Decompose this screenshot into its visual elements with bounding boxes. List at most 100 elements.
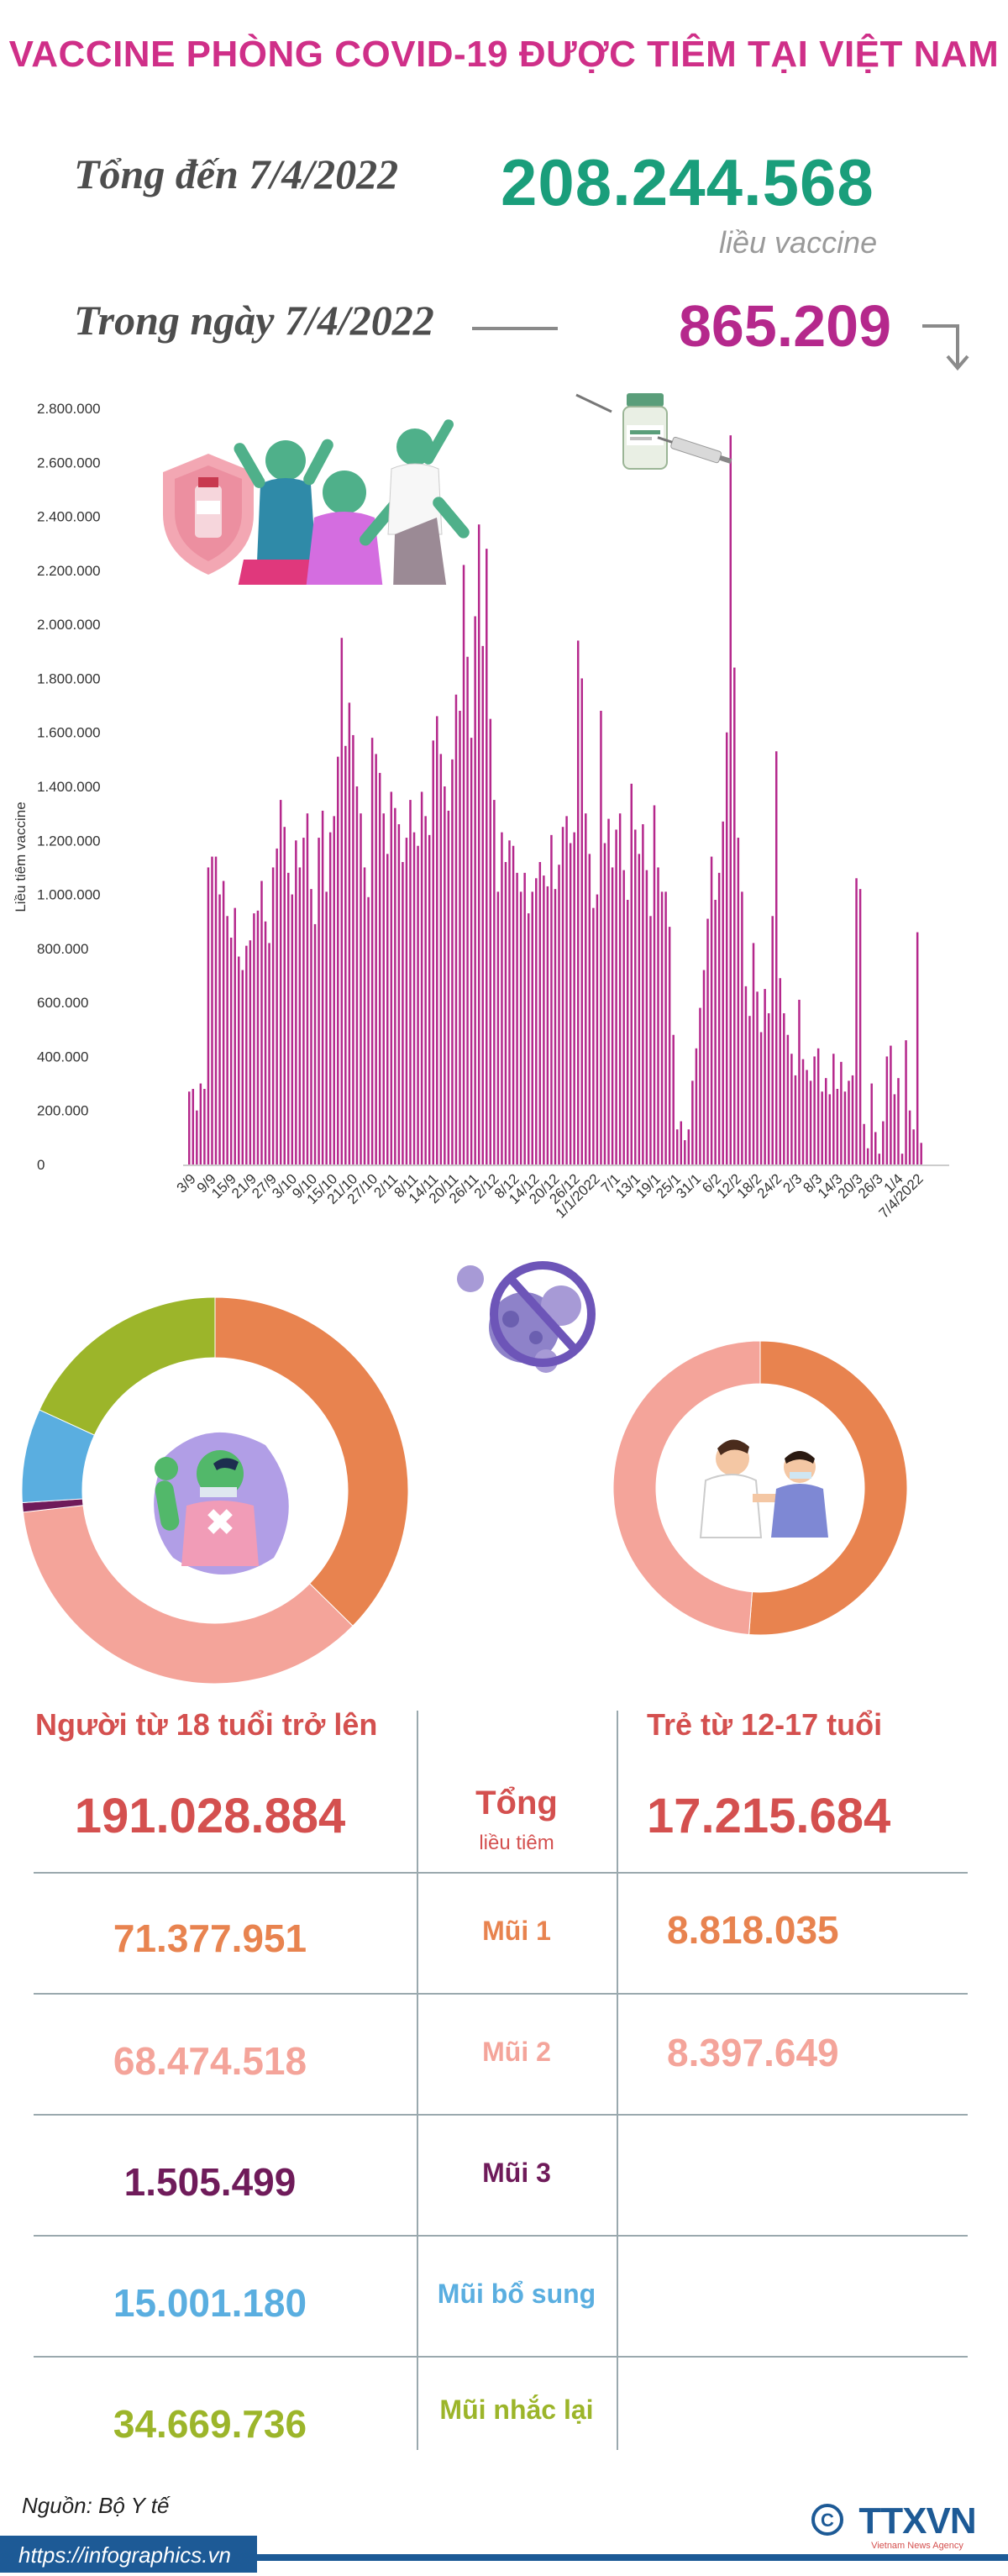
bar (801, 1059, 805, 1164)
bar (218, 894, 221, 1164)
bar (824, 1078, 827, 1164)
table-divider (417, 1711, 418, 2450)
bar (858, 889, 862, 1164)
day-value: 865.209 (679, 293, 892, 359)
bar (390, 791, 393, 1164)
bars (188, 435, 922, 1164)
no-virus-icon (457, 1261, 596, 1373)
bar (367, 896, 370, 1164)
bar (417, 845, 419, 1164)
bar (428, 834, 431, 1164)
bar (439, 754, 443, 1164)
bar (477, 524, 480, 1164)
bar (885, 1056, 889, 1164)
bar (897, 1078, 900, 1164)
bar (409, 800, 412, 1164)
dose1-child-value: 8.818.035 (667, 1908, 839, 1952)
table-row-divider (34, 2114, 968, 2116)
bar (580, 678, 583, 1164)
copyright-icon: C (811, 2504, 843, 2536)
bar (806, 1070, 808, 1164)
bar (851, 1075, 854, 1164)
bar (748, 1016, 751, 1164)
y-tick-label: 1.800.000 (37, 670, 101, 686)
bar (420, 791, 423, 1164)
donut-segment (613, 1341, 761, 1635)
bar (462, 565, 465, 1164)
bar (302, 838, 305, 1164)
total-unit: liều vaccine (719, 225, 878, 260)
bar (337, 756, 339, 1164)
bar (531, 891, 533, 1164)
bar (565, 816, 568, 1164)
bar (436, 716, 438, 1164)
bar (809, 1080, 812, 1164)
total-row-sublabel: liều tiêm (479, 1832, 554, 1854)
bar (725, 732, 728, 1164)
bar (870, 1083, 873, 1164)
bar (756, 991, 759, 1164)
table-row-divider (34, 1872, 968, 1874)
bar (489, 718, 492, 1164)
bar (874, 1132, 877, 1164)
bar (588, 854, 591, 1164)
bar (660, 891, 664, 1164)
bar (370, 738, 374, 1164)
bar (722, 821, 724, 1164)
bar (554, 889, 557, 1164)
bar (569, 843, 572, 1164)
bar (333, 816, 335, 1164)
bar (234, 907, 236, 1164)
bar (268, 943, 270, 1164)
bar (603, 843, 606, 1164)
bar (222, 881, 225, 1164)
source-note: Nguồn: Bộ Y tế (22, 2493, 170, 2518)
y-tick-label: 1.200.000 (37, 833, 101, 849)
bar (900, 1154, 904, 1164)
bar (695, 1048, 698, 1164)
bar (211, 856, 213, 1164)
bar (352, 734, 354, 1164)
total-child-value: 17.215.684 (647, 1789, 891, 1843)
bar (611, 867, 614, 1164)
bar (672, 1034, 675, 1164)
bar (466, 656, 469, 1164)
logo-subtext: Vietnam News Agency (871, 2541, 963, 2551)
bar (645, 870, 648, 1164)
bar (916, 932, 919, 1164)
bar (706, 918, 709, 1164)
footer-url-bar[interactable]: https://infographics.vn (0, 2536, 257, 2573)
bar (546, 886, 549, 1164)
bar (618, 813, 622, 1164)
bar (878, 1154, 881, 1164)
footer-url[interactable]: https://infographics.vn (18, 2542, 231, 2568)
x-axis: 3/99/915/921/927/93/109/1015/1021/1027/1… (174, 1170, 927, 1221)
bar (767, 1013, 770, 1164)
bar (207, 867, 210, 1164)
bar (821, 1091, 823, 1164)
bar (664, 891, 667, 1164)
dose1-row-label: Mũi 1 (482, 1916, 551, 1946)
y-tick-label: 1.600.000 (37, 725, 101, 741)
bar (786, 1034, 790, 1164)
bar (481, 645, 484, 1164)
bar (816, 1048, 820, 1164)
bar (344, 745, 347, 1164)
total-value: 208.244.568 (501, 145, 874, 219)
bar (691, 1080, 694, 1164)
bar (828, 1094, 832, 1164)
bar (543, 875, 545, 1164)
bar (840, 1061, 843, 1164)
donut-segment (22, 1505, 354, 1684)
bar (516, 872, 518, 1164)
bar (412, 832, 416, 1164)
bar (855, 878, 858, 1164)
bar (866, 1148, 869, 1164)
bar (737, 838, 740, 1164)
bar (774, 751, 778, 1164)
bar (470, 738, 473, 1164)
bar (226, 916, 228, 1164)
bar (561, 827, 564, 1164)
bar (199, 1083, 202, 1164)
bar (424, 816, 427, 1164)
